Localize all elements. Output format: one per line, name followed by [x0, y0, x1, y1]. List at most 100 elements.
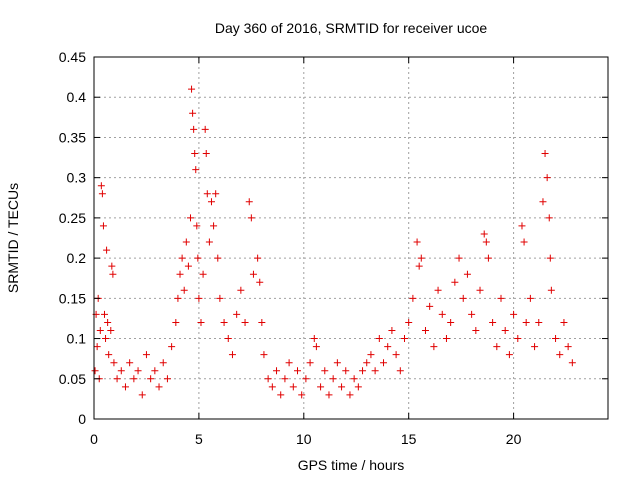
- data-point: [258, 318, 266, 326]
- data-point: [254, 254, 262, 262]
- data-point: [121, 383, 129, 391]
- data-point: [472, 327, 480, 335]
- data-point: [556, 351, 564, 359]
- data-point: [108, 262, 116, 270]
- data-point: [99, 222, 107, 230]
- x-tick-label: 15: [401, 431, 417, 447]
- data-point: [522, 318, 530, 326]
- data-point: [205, 238, 213, 246]
- data-point: [520, 238, 528, 246]
- data-point: [134, 367, 142, 375]
- data-point: [228, 351, 236, 359]
- data-point: [277, 391, 285, 399]
- y-tick-label: 0: [78, 411, 86, 427]
- data-point: [103, 246, 111, 254]
- data-point: [289, 383, 297, 391]
- data-point: [214, 254, 222, 262]
- data-point: [409, 294, 417, 302]
- data-point: [241, 318, 249, 326]
- data-point: [463, 270, 471, 278]
- axis-ticks: [93, 56, 608, 420]
- data-point: [193, 222, 201, 230]
- plot-frame: [93, 56, 609, 420]
- y-tick-label: 0.45: [59, 49, 86, 65]
- data-point: [159, 359, 167, 367]
- data-point: [426, 302, 434, 310]
- data-point: [546, 254, 554, 262]
- data-point: [543, 174, 551, 182]
- data-point: [245, 198, 253, 206]
- data-point: [100, 310, 108, 318]
- data-point: [107, 327, 115, 335]
- data-point: [363, 359, 371, 367]
- data-point: [147, 375, 155, 383]
- x-tick-label: 10: [296, 431, 312, 447]
- data-point: [151, 367, 159, 375]
- data-point: [104, 318, 112, 326]
- y-tick-label: 0.2: [67, 250, 87, 266]
- data-point: [384, 343, 392, 351]
- data-point: [545, 214, 553, 222]
- data-point: [415, 262, 423, 270]
- data-point: [91, 367, 99, 375]
- data-point: [400, 335, 408, 343]
- data-point: [187, 214, 195, 222]
- data-point: [273, 367, 281, 375]
- data-point: [201, 125, 209, 133]
- data-point: [329, 375, 337, 383]
- data-point: [97, 182, 105, 190]
- data-point: [531, 343, 539, 351]
- data-point: [413, 238, 421, 246]
- tick-labels: 0 0.05 0.1 0.15 0.2 0.25 0.3 0.35 0.4 0.45 0 5 10 15 2…: [59, 49, 522, 447]
- data-point: [216, 294, 224, 302]
- data-point: [417, 254, 425, 262]
- data-point: [405, 318, 413, 326]
- data-point: [172, 318, 180, 326]
- data-point: [493, 343, 501, 351]
- data-point: [168, 343, 176, 351]
- data-point: [192, 166, 200, 174]
- data-point: [338, 383, 346, 391]
- data-point: [459, 294, 467, 302]
- data-point: [281, 375, 289, 383]
- data-point: [98, 190, 106, 198]
- data-point: [476, 286, 484, 294]
- data-point: [375, 335, 383, 343]
- data-point: [224, 335, 232, 343]
- data-point: [518, 222, 526, 230]
- data-point: [220, 318, 228, 326]
- data-point: [194, 254, 202, 262]
- data-point: [126, 359, 134, 367]
- data-point: [207, 198, 215, 206]
- grid: [94, 57, 608, 419]
- data-point: [199, 270, 207, 278]
- data-point: [535, 318, 543, 326]
- data-point: [451, 278, 459, 286]
- data-point: [110, 359, 118, 367]
- data-point: [264, 375, 272, 383]
- data-point: [306, 359, 314, 367]
- data-point: [302, 375, 310, 383]
- data-point: [434, 286, 442, 294]
- data-point: [96, 327, 104, 335]
- data-point: [482, 238, 490, 246]
- data-point: [256, 278, 264, 286]
- data-point: [480, 230, 488, 238]
- data-point: [182, 238, 190, 246]
- data-point: [109, 270, 117, 278]
- chart-title: Day 360 of 2016, SRMTID for receiver uco…: [215, 20, 488, 36]
- data-point: [249, 270, 257, 278]
- data-point: [142, 351, 150, 359]
- data-point: [484, 254, 492, 262]
- data-point: [184, 262, 192, 270]
- data-point: [354, 383, 362, 391]
- data-point: [396, 367, 404, 375]
- data-point: [489, 318, 497, 326]
- x-tick-label: 0: [90, 431, 98, 447]
- data-point: [190, 125, 198, 133]
- data-point: [392, 351, 400, 359]
- data-point: [102, 335, 110, 343]
- data-point: [430, 343, 438, 351]
- data-point: [285, 359, 293, 367]
